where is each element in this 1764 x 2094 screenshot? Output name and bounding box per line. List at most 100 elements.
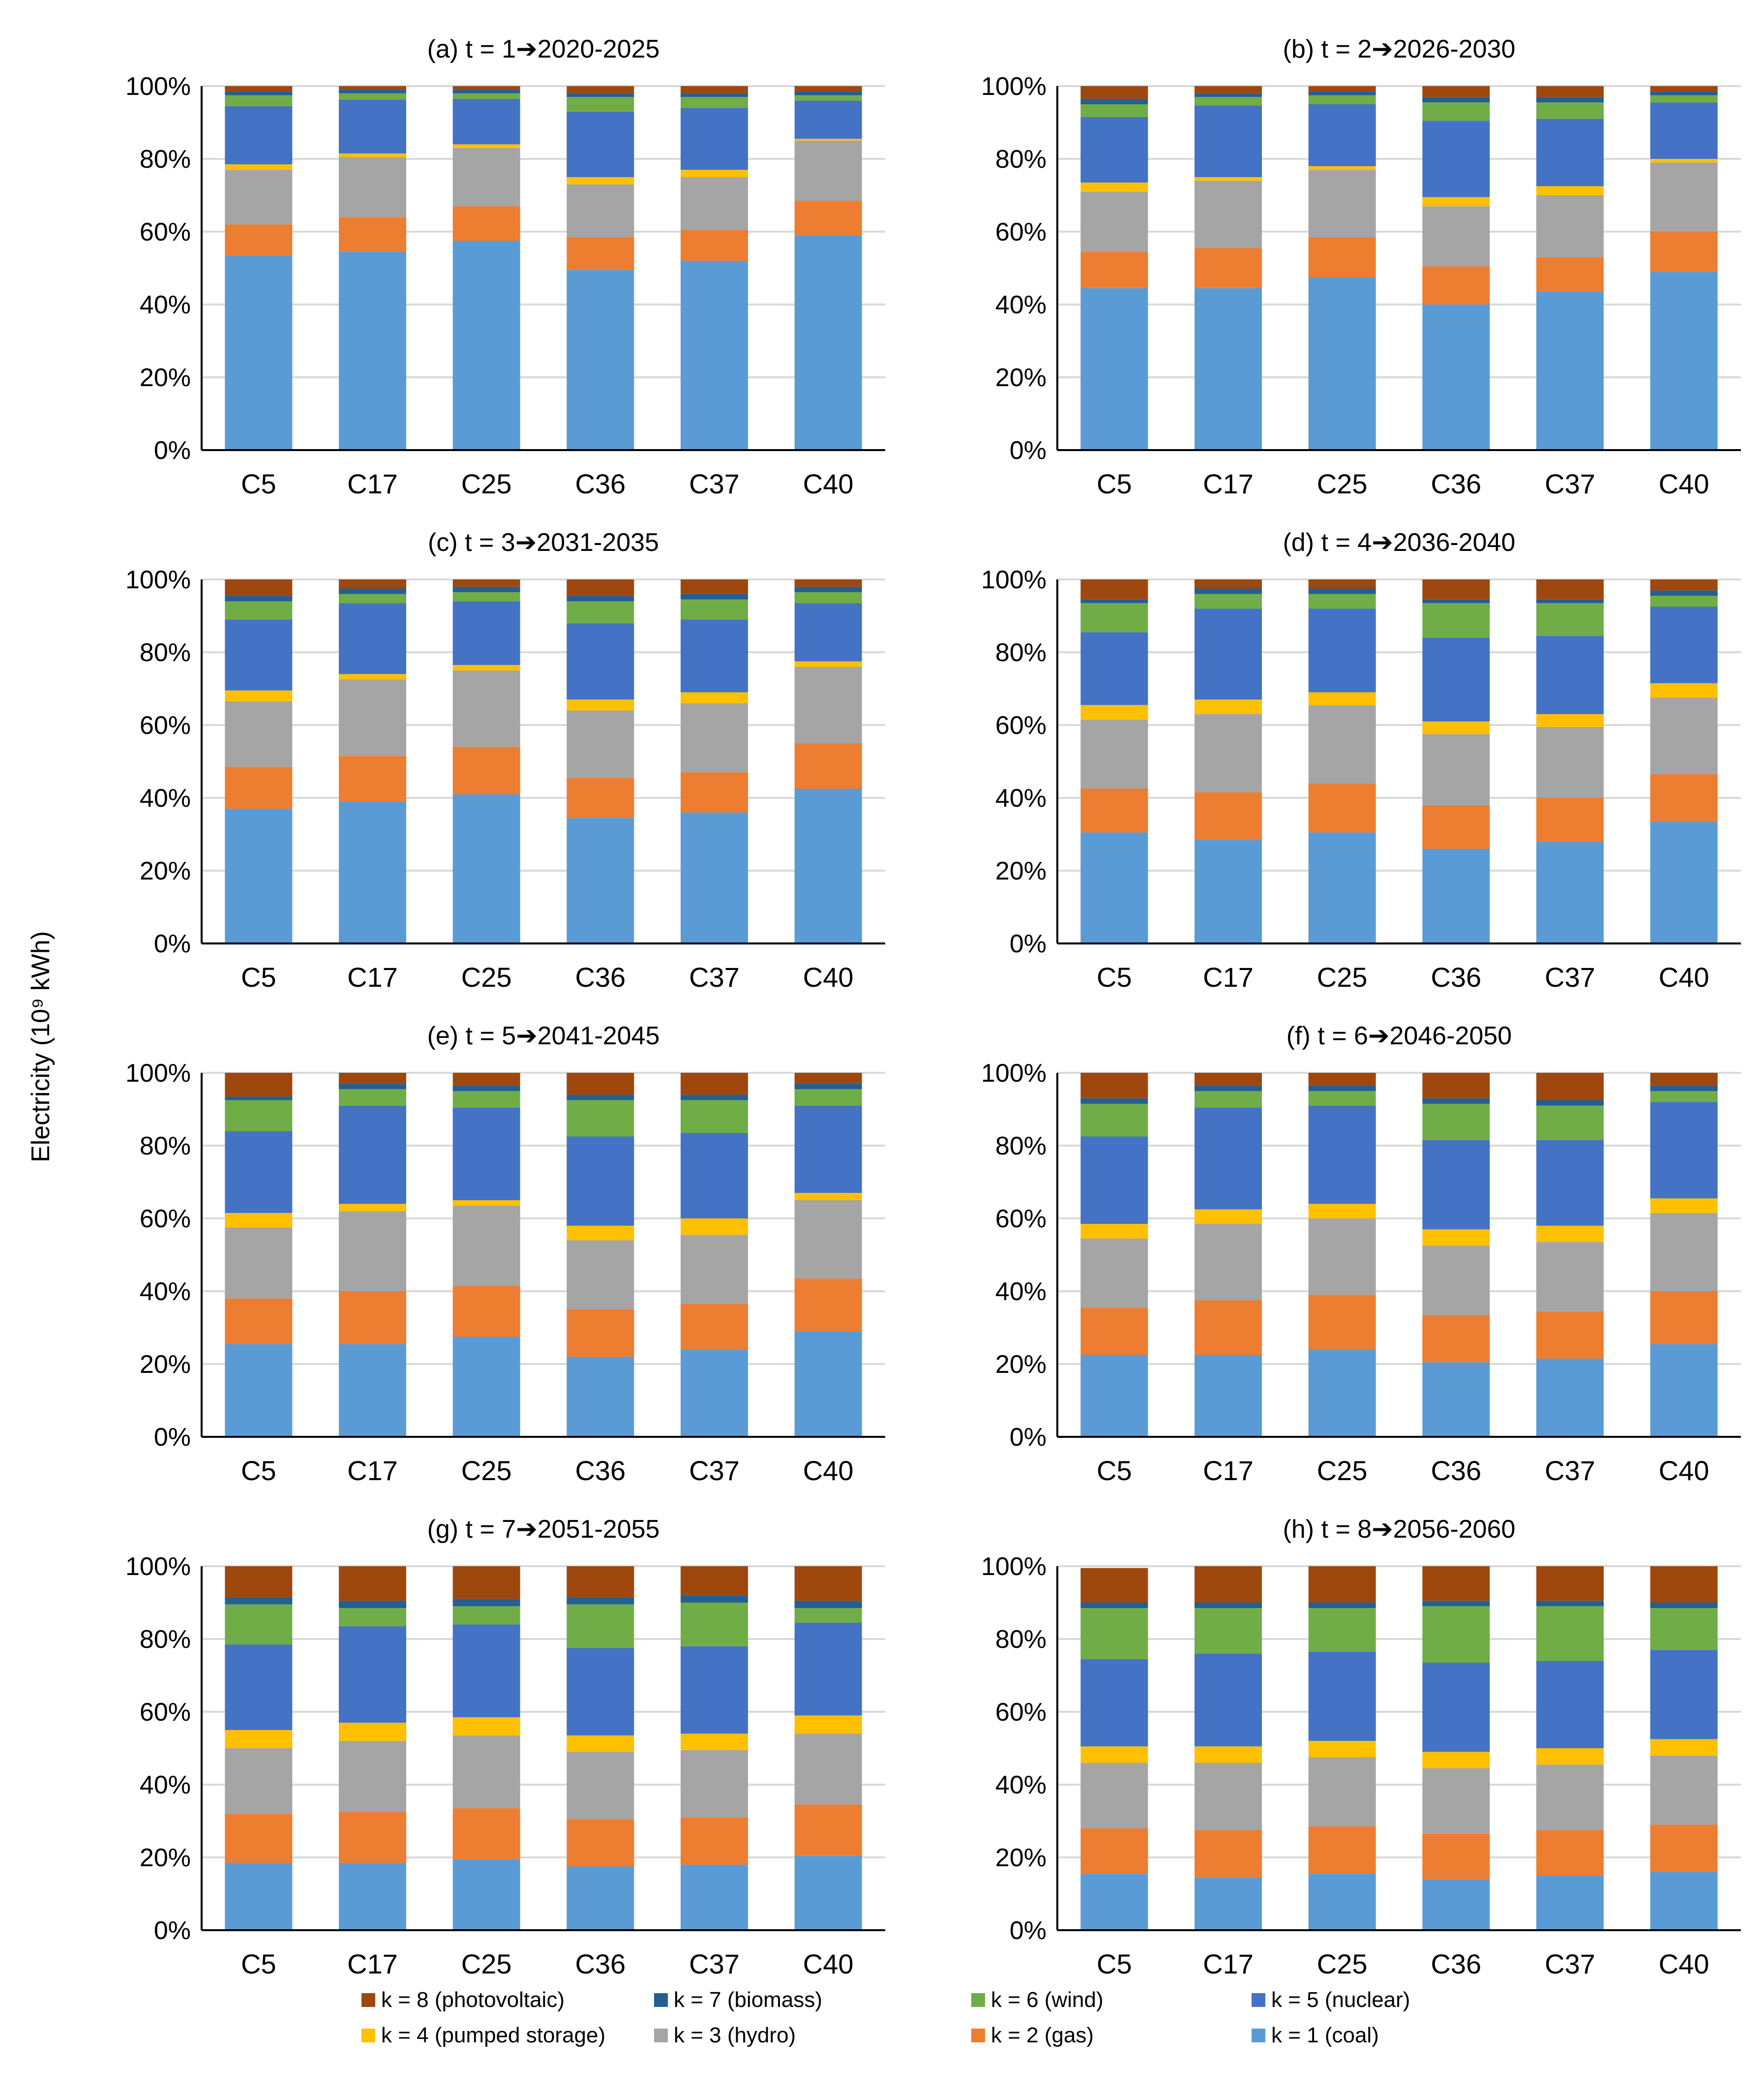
legend-label: k = 5 (nuclear) <box>1271 1988 1410 2012</box>
bar-segment-c5-k1 <box>225 1344 293 1437</box>
bar-segment-c36-k1 <box>567 1866 634 1930</box>
bar-segment-c17-k4 <box>339 1204 406 1212</box>
bar-segment-c40-k8 <box>1650 579 1718 591</box>
bar-segment-c40-k8 <box>794 1073 862 1084</box>
bar-segment-c25-k7 <box>452 1599 520 1607</box>
bar-segment-c5-k8 <box>1080 86 1148 99</box>
legend-swatch <box>654 2029 668 2042</box>
bar-segment-c36-k4 <box>1422 1229 1490 1246</box>
bar-segment-c17-k5 <box>1195 1653 1262 1747</box>
legend-label: k = 6 (wind) <box>991 1988 1104 2012</box>
bar-segment-c36-k7 <box>1422 97 1490 103</box>
bar-segment-c40-k8 <box>1650 86 1718 92</box>
y-tick-label: 40% <box>995 291 1046 319</box>
x-tick-label: C40 <box>1659 1948 1709 1979</box>
bar-segment-c37-k2 <box>681 230 748 261</box>
bar-segment-c17-k7 <box>1195 1085 1262 1091</box>
x-tick-label: C37 <box>1545 1455 1595 1486</box>
x-tick-label: C25 <box>1317 1455 1368 1486</box>
bar-segment-c40-k4 <box>1650 683 1718 698</box>
bar-segment-c17-k7 <box>339 588 406 594</box>
bar-segment-c37-k5 <box>1536 1140 1604 1226</box>
bar-segment-c40-k5 <box>794 100 862 139</box>
bar-segment-c25-k4 <box>452 665 520 670</box>
x-tick-label: C25 <box>1317 962 1368 993</box>
bar-segment-c17-k6 <box>339 1608 406 1627</box>
bar-segment-c40-k4 <box>794 661 862 667</box>
y-tick-label: 80% <box>995 1132 1046 1160</box>
x-tick-label: C36 <box>575 468 626 499</box>
x-tick-label: C25 <box>1317 1948 1368 1979</box>
x-tick-label: C17 <box>347 468 398 499</box>
bar-segment-c5-k2 <box>225 224 293 256</box>
bar-segment-c5-k7 <box>1080 1098 1148 1104</box>
bar-segment-c36-k6 <box>567 97 634 112</box>
x-tick-label: C37 <box>1545 468 1595 499</box>
bar-segment-c36-k3 <box>1422 1245 1490 1315</box>
bar-segment-c40-k8 <box>794 579 862 587</box>
bar-segment-c17-k2 <box>1195 1830 1262 1878</box>
bar-segment-c5-k5 <box>1080 1136 1148 1224</box>
bar-segment-c36-k2 <box>567 1309 634 1357</box>
x-tick-label: C37 <box>689 1455 740 1486</box>
bar-segment-c37-k1 <box>681 261 748 450</box>
bar-segment-c17-k5 <box>1195 105 1262 177</box>
bar-segment-c17-k2 <box>339 1812 406 1863</box>
legend-item-k3: k = 3 (hydro) <box>654 2023 796 2047</box>
bar-segment-c37-k4 <box>1536 714 1604 727</box>
bar-segment-c17-k1 <box>339 251 406 450</box>
legend: k = 8 (photovoltaic) k = 7 (biomass) k = 6… <box>361 1988 1410 2047</box>
bar-segment-c5-k7 <box>225 596 293 602</box>
bar-segment-c5-k5 <box>225 619 293 691</box>
bar-segment-c5-k4 <box>1080 1224 1148 1239</box>
bar-segment-c40-k2 <box>1650 1824 1718 1872</box>
bar-segment-c17-k5 <box>1195 608 1262 700</box>
bar-segment-c37-k4 <box>681 1218 748 1235</box>
bar-segment-c5-k1 <box>1080 832 1148 943</box>
bar-segment-c40-k1 <box>1650 272 1718 450</box>
bar-segment-c36-k3 <box>567 1240 634 1309</box>
bar-segment-c25-k2 <box>452 1808 520 1859</box>
bar-segment-c37-k1 <box>1536 1876 1604 1930</box>
bar-segment-c40-k8 <box>794 86 862 92</box>
bar-segment-c25-k2 <box>452 1285 520 1337</box>
bar-segment-c36-k2 <box>1422 266 1490 304</box>
bar-segment-c40-k1 <box>794 235 862 450</box>
bar-segment-c17-k6 <box>339 1089 406 1106</box>
x-tick-label: C17 <box>347 962 398 993</box>
bar-segment-c36-k5 <box>1422 121 1490 197</box>
x-tick-label: C5 <box>241 1948 276 1979</box>
bar-segment-c40-k3 <box>1650 698 1718 774</box>
bar-segment-c17-k1 <box>1195 1355 1262 1437</box>
x-tick-label: C17 <box>1203 962 1254 993</box>
bar-segment-c37-k3 <box>681 703 748 773</box>
bar-segment-c5-k8 <box>225 1566 293 1597</box>
legend-item-k4: k = 4 (pumped storage) <box>361 2023 605 2047</box>
x-tick-label: C5 <box>1097 962 1132 993</box>
bar-segment-c17-k2 <box>339 217 406 252</box>
bar-segment-c37-k8 <box>681 1073 748 1095</box>
bar-segment-c37-k8 <box>1536 579 1604 600</box>
bar-segment-c17-k3 <box>339 1211 406 1291</box>
bar-segment-c5-k4 <box>1080 182 1148 192</box>
y-tick-label: 100% <box>125 72 191 101</box>
legend-swatch <box>971 1993 985 2007</box>
bar-segment-c40-k2 <box>794 743 862 789</box>
bar-segment-c17-k6 <box>1195 1608 1262 1654</box>
bar-segment-c36-k6 <box>567 1100 634 1137</box>
bar-segment-c40-k4 <box>794 1193 862 1200</box>
bar-segment-c5-k3 <box>1080 1762 1148 1828</box>
bar-segment-c5-k6 <box>225 601 293 620</box>
panel-title: (g) t = 7➔2051-2055 <box>427 1515 660 1544</box>
bar-segment-c40-k7 <box>794 1601 862 1608</box>
bar-segment-c40-k6 <box>794 1608 862 1623</box>
legend-swatch <box>1252 2029 1265 2042</box>
bar-segment-c37-k6 <box>1536 1105 1604 1140</box>
bar-segment-c40-k7 <box>1650 91 1718 95</box>
x-tick-label: C25 <box>461 962 512 993</box>
bar-segment-c17-k5 <box>339 99 406 153</box>
bar-segment-c5-k5 <box>225 106 293 165</box>
bar-segment-c5-k7 <box>225 1597 293 1605</box>
bar-segment-c25-k7 <box>452 90 520 93</box>
x-tick-label: C25 <box>461 1455 512 1486</box>
